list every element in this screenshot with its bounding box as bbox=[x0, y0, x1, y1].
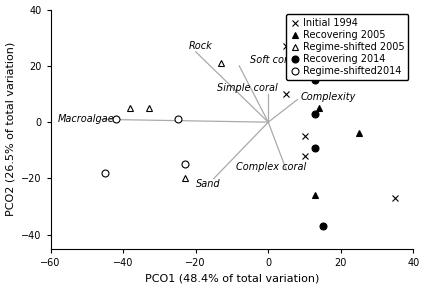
X-axis label: PCO1 (48.4% of total variation): PCO1 (48.4% of total variation) bbox=[145, 273, 319, 284]
Text: Rock: Rock bbox=[188, 41, 212, 51]
Text: Simple coral: Simple coral bbox=[218, 84, 278, 93]
Legend: Initial 1994, Recovering 2005, Regime-shifted 2005, Recovering 2014, Regime-shif: Initial 1994, Recovering 2005, Regime-sh… bbox=[286, 14, 408, 80]
Text: Macroalgae: Macroalgae bbox=[58, 114, 115, 124]
Y-axis label: PCO2 (26.5% of total variation): PCO2 (26.5% of total variation) bbox=[6, 42, 16, 216]
Text: Complex coral: Complex coral bbox=[235, 162, 306, 172]
Text: Complexity: Complexity bbox=[301, 92, 356, 102]
Text: Soft coral: Soft coral bbox=[250, 55, 297, 65]
Text: Sand: Sand bbox=[196, 179, 220, 189]
